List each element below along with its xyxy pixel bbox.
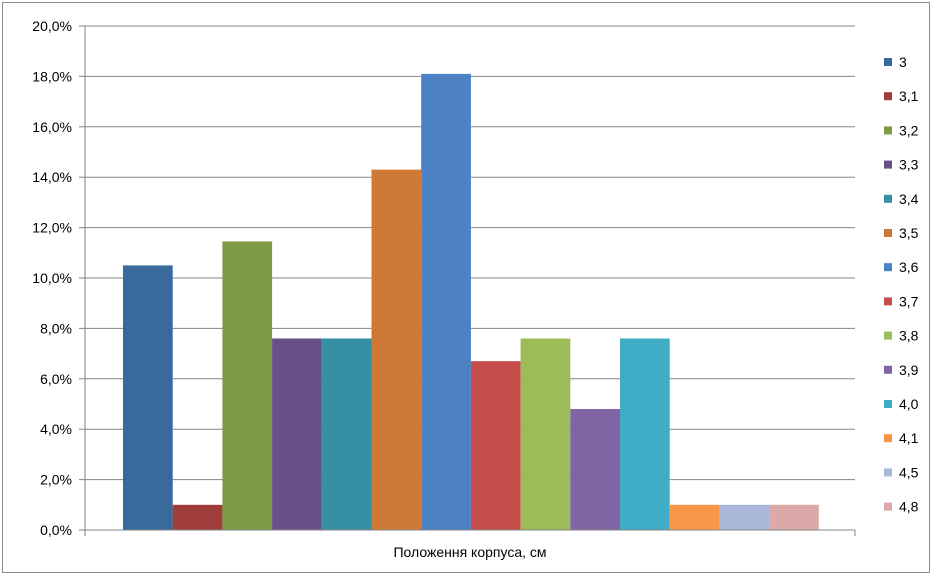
legend-label: 4,0	[899, 396, 919, 412]
y-tick-label: 6,0%	[40, 371, 72, 387]
legend-swatch	[884, 365, 892, 374]
legend-label: 3,6	[899, 259, 919, 275]
legend-label: 3,2	[899, 122, 919, 138]
bar-4-0	[620, 338, 670, 530]
bar-3-1	[172, 504, 223, 530]
legend-label: 4,8	[899, 499, 919, 515]
legend: 3 3,1 3,2 3,3 3,4 3,5 3,6 3,7 3,8 3,9 4,0 4,1 4,5 4,8	[884, 54, 919, 515]
y-tick-label: 0,0%	[40, 522, 72, 538]
y-axis-ticks: 0,0% 2,0% 4,0% 6,0% 8,0% 10,0% 12,0% 14,0% 16,0%…	[32, 18, 86, 538]
legend-swatch	[884, 263, 892, 272]
legend-swatch	[884, 58, 892, 66]
y-tick-label: 10,0%	[32, 270, 72, 286]
legend-label: 3,4	[899, 191, 919, 207]
legend-swatch	[884, 502, 892, 511]
bar-3-8	[520, 338, 571, 530]
legend-label: 3,8	[899, 328, 919, 344]
bar-3-9	[570, 409, 620, 530]
legend-swatch	[884, 400, 892, 408]
bar-3-2	[222, 241, 273, 530]
y-tick-label: 14,0%	[32, 169, 72, 185]
legend-swatch	[884, 194, 892, 203]
legend-label: 3,7	[899, 293, 919, 309]
y-tick-label: 20,0%	[32, 18, 72, 34]
y-tick-label: 2,0%	[40, 472, 72, 488]
legend-swatch	[884, 434, 892, 443]
bar-4-5	[719, 504, 770, 530]
bar-4-8	[769, 504, 819, 530]
bar-3-3	[272, 338, 322, 530]
legend-swatch	[884, 331, 892, 340]
legend-label: 3,1	[899, 88, 919, 104]
legend-swatch	[884, 297, 892, 306]
bars	[123, 73, 819, 530]
y-tick-label: 8,0%	[40, 320, 72, 336]
bar-3-7	[470, 361, 521, 530]
legend-label: 3,9	[899, 362, 919, 378]
bar-3-6	[421, 73, 471, 530]
legend-label: 4,5	[899, 464, 919, 480]
legend-label: 4,1	[899, 430, 919, 446]
bar-3-5	[371, 169, 422, 530]
legend-label: 3,5	[899, 225, 919, 241]
y-tick-label: 16,0%	[32, 119, 72, 135]
bar-3	[123, 265, 173, 530]
x-axis-label: Положення корпуса, см	[393, 544, 546, 560]
legend-label: 3	[899, 54, 907, 70]
legend-swatch	[884, 468, 892, 477]
y-tick-label: 18,0%	[32, 68, 72, 84]
y-tick-label: 12,0%	[32, 220, 72, 236]
legend-label: 3,3	[899, 157, 919, 173]
bar-3-4	[321, 338, 372, 530]
legend-swatch	[884, 160, 892, 169]
bar-4-1	[669, 504, 720, 530]
legend-swatch	[884, 229, 892, 237]
legend-swatch	[884, 92, 892, 101]
y-tick-label: 4,0%	[40, 421, 72, 437]
legend-swatch	[884, 126, 892, 135]
